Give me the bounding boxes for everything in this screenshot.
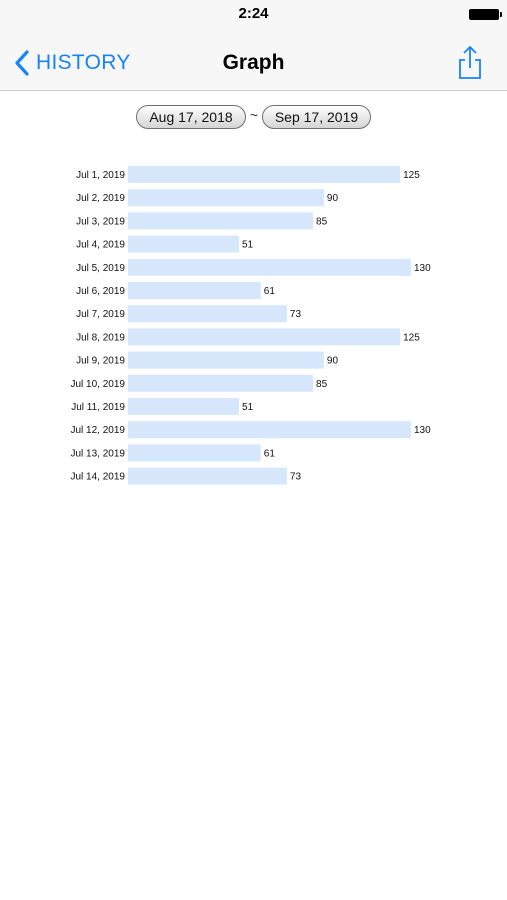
page-title: Graph [222,51,285,74]
value-label: 130 [414,425,431,436]
status-time: 2:24 [238,5,269,22]
value-label: 51 [242,240,254,251]
bar [128,351,324,369]
bar [128,282,261,299]
value-label: 90 [327,356,339,367]
category-label: Jul 6, 2019 [76,286,125,297]
bar [128,166,401,183]
bar [128,305,287,323]
end-date-button[interactable]: Sep 17, 2019 [262,105,371,129]
bar [128,328,401,346]
category-label: Jul 13, 2019 [71,448,126,459]
category-label: Jul 3, 2019 [76,216,125,227]
value-label: 130 [414,263,431,274]
category-label: Jul 2, 2019 [76,193,125,204]
navigation-bar: HISTORY Graph [0,30,507,91]
bar-chart-svg: Jul 1, 2019 125 Jul 2, 2019 90 Jul 3, 2019 85… [71,166,431,485]
back-button[interactable]: HISTORY [14,48,131,78]
value-label: 73 [290,472,302,483]
bar [128,398,240,415]
bar [128,467,287,485]
value-label: 125 [403,170,420,181]
value-label: 61 [264,286,276,297]
category-label: Jul 4, 2019 [76,240,125,251]
battery-icon [469,9,502,20]
bar [128,235,240,253]
value-label: 73 [290,309,302,320]
value-label: 125 [403,332,420,343]
category-label: Jul 14, 2019 [71,472,126,483]
value-label: 85 [316,216,328,227]
category-label: Jul 7, 2019 [76,309,125,320]
category-label: Jul 1, 2019 [76,170,125,181]
category-label: Jul 11, 2019 [71,402,125,413]
bar [128,189,324,207]
value-label: 51 [242,402,254,413]
bar [128,421,411,439]
value-label: 90 [327,193,339,204]
category-label: Jul 10, 2019 [71,379,126,390]
bar [128,374,314,392]
date-range-separator: ~ [249,107,259,123]
start-date-button[interactable]: Aug 17, 2018 [136,105,246,129]
category-label: Jul 9, 2019 [76,356,125,367]
bar [128,444,261,462]
category-label: Jul 12, 2019 [71,425,126,436]
chevron-left-icon [14,50,30,76]
back-button-label: HISTORY [36,51,131,74]
status-bar: 2:24 [0,0,507,30]
value-label: 61 [264,448,276,459]
category-label: Jul 5, 2019 [76,263,125,274]
date-range-selector: Aug 17, 2018 ~ Sep 17, 2019 [0,105,507,129]
share-button[interactable] [455,44,485,82]
bar [128,212,314,230]
history-bar-chart: Jul 1, 2019 125 Jul 2, 2019 90 Jul 3, 2019 85… [0,160,507,500]
category-label: Jul 8, 2019 [76,332,125,343]
value-label: 85 [316,379,328,390]
bar [128,258,411,276]
share-icon [455,44,485,82]
